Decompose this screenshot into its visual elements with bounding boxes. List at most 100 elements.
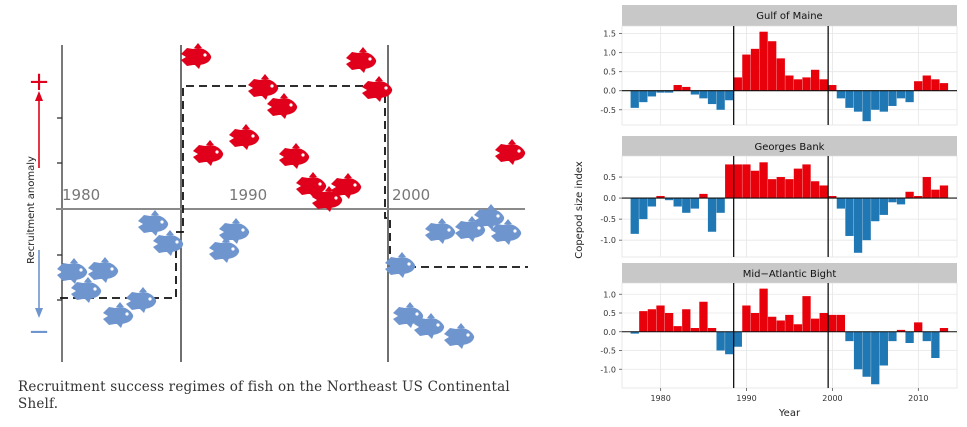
bar bbox=[879, 90, 888, 112]
regime-step-line bbox=[60, 85, 528, 299]
bar bbox=[914, 81, 923, 91]
bar bbox=[785, 179, 794, 199]
bar bbox=[828, 195, 837, 199]
minus-sign: − bbox=[28, 317, 50, 347]
bar bbox=[682, 86, 691, 91]
bar bbox=[914, 195, 923, 199]
low-fish-group bbox=[57, 204, 522, 349]
bar bbox=[776, 320, 785, 332]
bar bbox=[793, 324, 803, 332]
bar bbox=[690, 328, 700, 332]
fish-icon bbox=[153, 230, 184, 256]
bar bbox=[768, 41, 777, 91]
x-tick-label: 1980 bbox=[650, 394, 670, 403]
facet-title: Mid−Atlantic Bight bbox=[743, 269, 837, 280]
bar bbox=[725, 164, 734, 199]
panel-background bbox=[621, 155, 958, 258]
fish-icon bbox=[88, 257, 119, 283]
arrow-up-head bbox=[35, 91, 43, 101]
bar bbox=[656, 305, 665, 332]
bar bbox=[931, 79, 940, 91]
bar bbox=[828, 85, 837, 91]
bar bbox=[802, 296, 811, 332]
bar bbox=[750, 48, 760, 91]
bar bbox=[939, 328, 949, 332]
fish-icon bbox=[181, 43, 212, 69]
bar bbox=[742, 54, 751, 91]
bar bbox=[862, 331, 871, 377]
bar bbox=[630, 90, 639, 108]
fish-icon bbox=[248, 74, 279, 100]
x-axis-label: Year bbox=[778, 408, 801, 419]
y-tick-label: 0.5 bbox=[603, 68, 616, 77]
bar bbox=[647, 309, 657, 332]
y-tick-label: -0.5 bbox=[600, 106, 616, 115]
y-tick-label: 1.5 bbox=[603, 30, 616, 39]
bar bbox=[733, 77, 742, 91]
bar bbox=[879, 198, 888, 215]
bar bbox=[819, 79, 828, 91]
bar bbox=[639, 311, 648, 332]
bar bbox=[742, 164, 751, 199]
bar bbox=[656, 195, 665, 199]
bar bbox=[725, 90, 734, 101]
bar bbox=[776, 177, 785, 199]
bar bbox=[931, 331, 940, 358]
bar bbox=[853, 198, 863, 253]
decade-label-1980: 1980 bbox=[62, 186, 100, 204]
fish-icon bbox=[444, 323, 475, 349]
y-tick-label: -0.5 bbox=[600, 215, 616, 224]
bar bbox=[742, 305, 751, 332]
bar bbox=[647, 198, 657, 207]
bar bbox=[630, 198, 639, 234]
bar bbox=[682, 198, 691, 213]
left-y-ticks bbox=[57, 117, 62, 301]
plus-sign: + bbox=[28, 67, 50, 97]
bar bbox=[656, 90, 665, 93]
bar bbox=[639, 90, 648, 103]
bar bbox=[768, 316, 777, 332]
y-tick-label: -1.0 bbox=[600, 365, 616, 374]
bar bbox=[810, 69, 820, 91]
bar bbox=[819, 313, 828, 332]
bar bbox=[639, 198, 648, 220]
bar bbox=[707, 90, 717, 105]
bar bbox=[664, 313, 674, 332]
fish-icon bbox=[229, 124, 260, 150]
x-tick-label: 1990 bbox=[736, 394, 756, 403]
bar bbox=[725, 331, 734, 355]
bar bbox=[699, 301, 708, 332]
regime-schematic: 1980 1990 2000 + − Recruitment anomaly bbox=[18, 43, 528, 412]
bar bbox=[776, 58, 785, 91]
bar bbox=[871, 198, 880, 222]
y-tick-label: -0.5 bbox=[600, 347, 616, 356]
bar bbox=[733, 164, 742, 199]
y-tick-label: -1.0 bbox=[600, 236, 616, 245]
bar bbox=[888, 331, 897, 342]
bar bbox=[896, 198, 906, 205]
bar bbox=[896, 329, 906, 332]
bar bbox=[759, 31, 768, 91]
bar bbox=[810, 181, 820, 199]
bar bbox=[759, 288, 768, 332]
bar bbox=[922, 75, 931, 91]
bar bbox=[707, 198, 717, 232]
bar bbox=[939, 185, 949, 199]
bar bbox=[828, 314, 837, 332]
bar bbox=[845, 331, 854, 342]
arrow-down-head bbox=[35, 308, 43, 318]
bar bbox=[931, 189, 940, 199]
fish-icon bbox=[126, 287, 157, 313]
bar bbox=[664, 90, 674, 93]
bar bbox=[716, 198, 725, 213]
bar bbox=[759, 162, 768, 199]
bar bbox=[647, 90, 657, 97]
y-tick-label: 0.0 bbox=[603, 87, 616, 96]
bar bbox=[682, 309, 691, 332]
bar bbox=[673, 326, 682, 332]
bar bbox=[939, 83, 949, 91]
y-tick-label: 0.0 bbox=[603, 328, 616, 337]
bar bbox=[690, 198, 700, 209]
bar bbox=[768, 179, 777, 199]
bar bbox=[836, 314, 846, 332]
